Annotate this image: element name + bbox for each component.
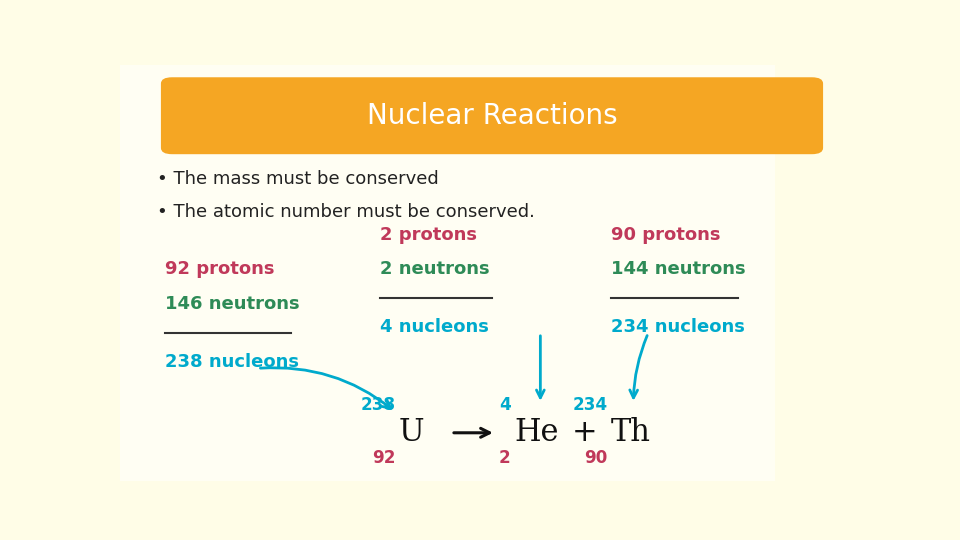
Text: • The atomic number must be conserved.: • The atomic number must be conserved. xyxy=(157,204,535,221)
Text: 90: 90 xyxy=(584,449,608,468)
Text: 92: 92 xyxy=(372,449,396,468)
FancyBboxPatch shape xyxy=(161,77,823,154)
Text: 2 protons: 2 protons xyxy=(380,226,477,244)
Text: 2 neutrons: 2 neutrons xyxy=(380,260,490,279)
Text: 238: 238 xyxy=(360,396,396,414)
Text: U: U xyxy=(399,417,424,448)
Text: 144 neutrons: 144 neutrons xyxy=(611,260,746,279)
FancyBboxPatch shape xyxy=(120,65,775,481)
Text: 238 nucleons: 238 nucleons xyxy=(165,353,299,371)
Text: • The mass must be conserved: • The mass must be conserved xyxy=(157,170,439,188)
Text: 4: 4 xyxy=(499,396,511,414)
Text: 2: 2 xyxy=(499,449,511,468)
Text: 146 neutrons: 146 neutrons xyxy=(165,295,300,313)
Text: 234 nucleons: 234 nucleons xyxy=(611,318,745,336)
Text: 4 nucleons: 4 nucleons xyxy=(380,318,490,336)
Text: 92 protons: 92 protons xyxy=(165,260,275,279)
Text: Nuclear Reactions: Nuclear Reactions xyxy=(367,102,617,130)
Text: He: He xyxy=(515,417,559,448)
Text: Th: Th xyxy=(611,417,651,448)
Text: +: + xyxy=(572,418,598,447)
Text: 90 protons: 90 protons xyxy=(611,226,721,244)
Text: 234: 234 xyxy=(572,396,608,414)
